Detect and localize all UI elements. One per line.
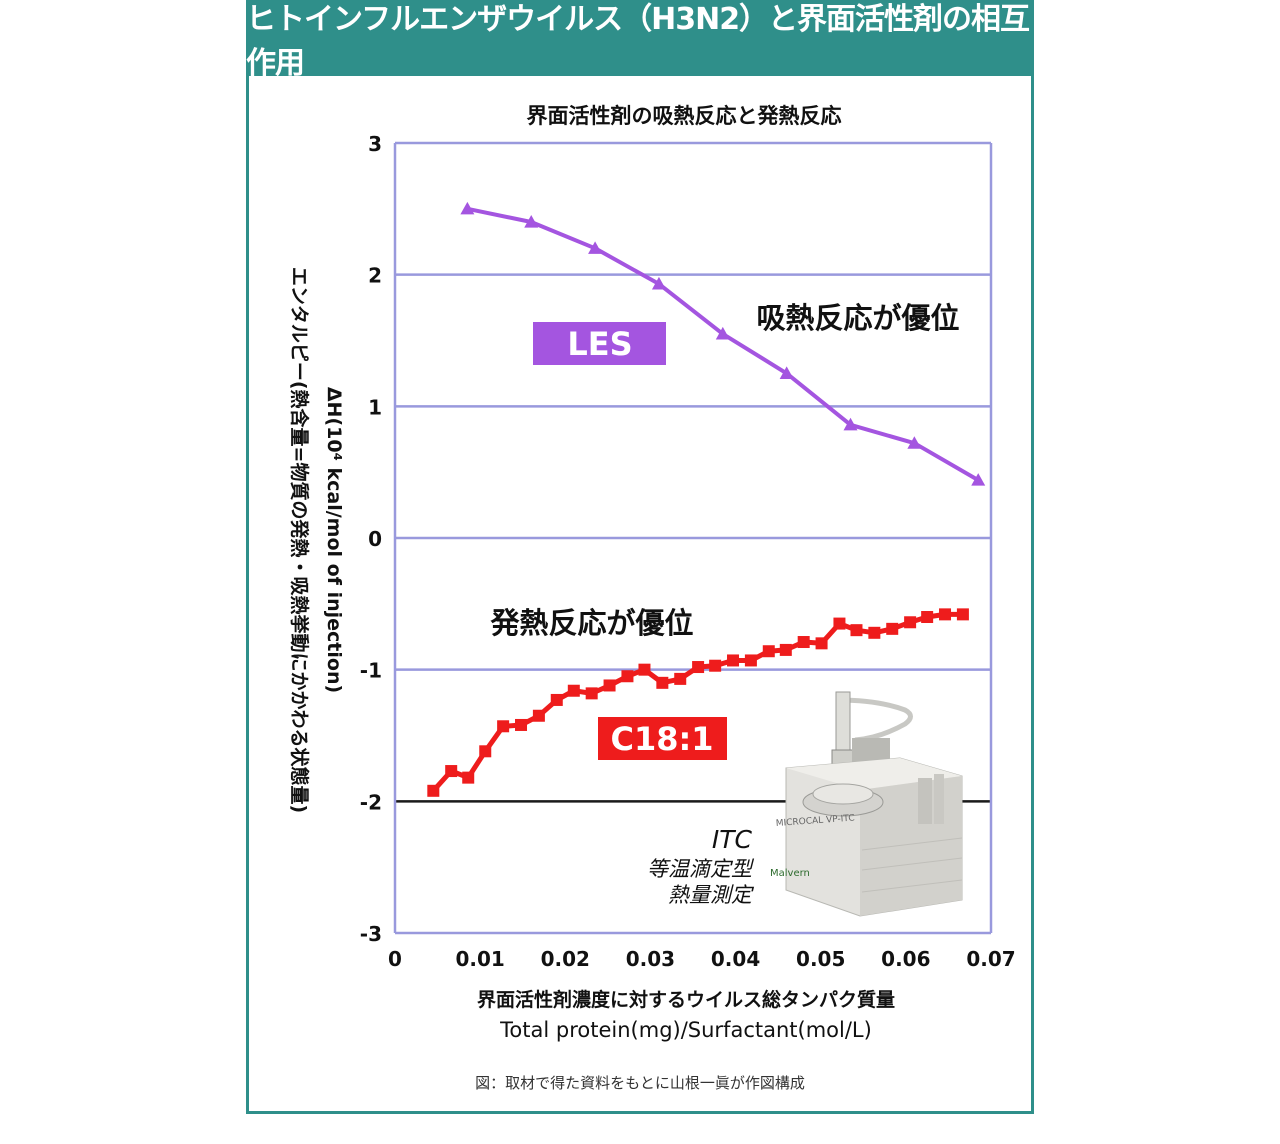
data-point-les <box>651 276 666 290</box>
data-point-c181 <box>585 687 598 700</box>
itc-instrument-illustration: MICROCAL VP-ITC Malvern <box>770 691 963 917</box>
y-tick-label: 2 <box>368 264 382 288</box>
data-point-les <box>843 417 858 431</box>
les-label: LES <box>567 325 632 363</box>
x-tick-label: 0.05 <box>796 947 845 971</box>
data-point-c181 <box>779 643 792 656</box>
series-layer <box>427 201 986 797</box>
data-point-c181 <box>709 659 722 672</box>
data-point-c181 <box>532 709 545 722</box>
data-point-c181 <box>727 654 740 667</box>
data-point-c181 <box>674 672 687 685</box>
data-point-c181 <box>886 622 899 635</box>
data-point-c181 <box>797 636 810 649</box>
data-point-c181 <box>850 624 863 637</box>
x-axis-label: 界面活性剤濃度に対するウイルス総タンパク質量 <box>477 988 895 1011</box>
chart-title: 界面活性剤の吸熱反応と発熱反応 <box>527 104 842 128</box>
x-tick-label: 0.03 <box>626 947 675 971</box>
data-point-c181 <box>638 663 651 676</box>
x-tick-label: 0.04 <box>711 947 760 971</box>
x-axis-label-en: Total protein(mg)/Surfactant(mol/L) <box>499 1018 872 1042</box>
data-point-c181 <box>833 617 846 630</box>
endothermic-annotation: 吸熱反応が優位 <box>756 301 959 335</box>
data-point-c181 <box>656 676 669 689</box>
data-point-les <box>460 201 475 215</box>
data-point-les <box>907 436 922 449</box>
data-point-c181 <box>692 661 705 674</box>
figure-title: ヒトインフルエンザウイルス（H3N2）と界面活性剤の相互作用 <box>246 2 1030 81</box>
data-point-c181 <box>603 679 616 692</box>
y-axis-label: ΔH(10⁴ kcal/mol of injection) <box>323 387 345 693</box>
y-tick-label: -2 <box>360 790 382 814</box>
x-tick-label: 0.02 <box>541 947 590 971</box>
data-point-c181 <box>762 645 775 658</box>
exothermic-annotation: 発熱反応が優位 <box>489 606 693 640</box>
data-point-les <box>524 215 539 228</box>
x-tick-label: 0.06 <box>881 947 930 971</box>
figure-credit: 図：取材で得た資料をもとに山根一眞が作図構成 <box>475 1074 805 1092</box>
y-tick-label: -1 <box>360 659 382 683</box>
data-point-c181 <box>904 616 917 629</box>
y-axis-sublabel: エンタルピー(熱含量=物質の発熱・吸熱挙動にかかわる状態量) <box>288 267 311 813</box>
les-label-box <box>533 322 666 365</box>
y-tick-label: 3 <box>368 132 382 156</box>
data-point-c181 <box>515 718 528 731</box>
y-tick-label: 0 <box>368 527 382 551</box>
data-point-c181 <box>744 654 757 667</box>
data-point-c181 <box>445 765 458 778</box>
c181-label-box <box>598 717 727 760</box>
instrument-brand-text: Malvern <box>770 868 810 879</box>
data-point-c181 <box>427 784 440 797</box>
x-tick-label: 0.01 <box>455 947 504 971</box>
data-point-c181 <box>939 608 952 621</box>
data-point-les <box>971 473 986 486</box>
y-tick-label: 1 <box>368 395 382 419</box>
figure-header: ヒトインフルエンザウイルス（H3N2）と界面活性剤の相互作用 <box>246 0 1034 81</box>
data-point-c181 <box>479 745 492 758</box>
data-point-c181 <box>868 626 881 639</box>
data-point-c181 <box>497 720 510 733</box>
x-tick-label: 0 <box>388 947 402 971</box>
data-point-les <box>715 326 730 340</box>
data-point-c181 <box>462 771 475 784</box>
data-point-c181 <box>567 684 580 697</box>
data-point-c181 <box>621 670 634 683</box>
itc-label-line2: 等温滴定型 <box>647 857 755 881</box>
figure-frame <box>246 0 1034 1114</box>
itc-label-line3: 熱量測定 <box>668 883 755 907</box>
data-point-c181 <box>956 608 969 621</box>
data-point-c181 <box>550 693 563 706</box>
itc-label-line1: ITC <box>712 825 753 854</box>
data-point-c181 <box>815 637 828 650</box>
data-point-c181 <box>921 611 934 623</box>
x-tick-label: 0.07 <box>966 947 1015 971</box>
y-tick-label: -3 <box>360 922 382 946</box>
data-point-les <box>588 241 603 254</box>
data-point-les <box>779 366 794 380</box>
c181-label: C18:1 <box>610 720 713 758</box>
